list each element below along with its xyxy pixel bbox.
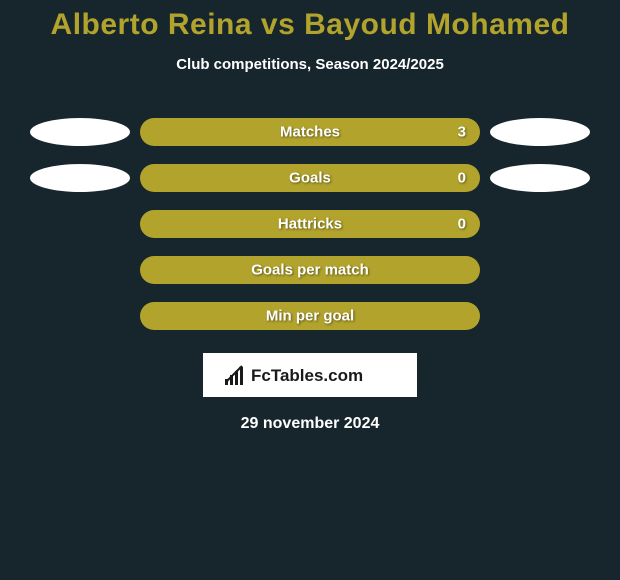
avatar-placeholder (30, 164, 130, 192)
stat-row: Min per goal (0, 293, 620, 339)
stat-row: Goals 0 (0, 155, 620, 201)
bar-wrap: Hattricks 0 (140, 208, 480, 240)
stat-value: 0 (458, 170, 466, 187)
logo-text: FcTables.com (251, 366, 363, 385)
stat-row: Hattricks 0 (0, 201, 620, 247)
stat-value: 0 (458, 216, 466, 233)
stat-label: Min per goal (266, 308, 354, 325)
left-ellipse-slot (30, 164, 130, 192)
page-title: Alberto Reina vs Bayoud Mohamed (0, 8, 620, 42)
chart-area: Matches 3 Goals 0 Hattricks 0 Goals per match M… (0, 109, 620, 339)
avatar-placeholder (490, 164, 590, 192)
bar-wrap: Goals per match (140, 254, 480, 286)
fctables-logo-icon: FcTables.com (225, 363, 395, 387)
stat-row: Goals per match (0, 247, 620, 293)
container: Alberto Reina vs Bayoud Mohamed Club com… (0, 0, 620, 580)
stat-label: Hattricks (278, 216, 342, 233)
right-ellipse-slot (490, 164, 590, 192)
date-line: 29 november 2024 (0, 415, 620, 433)
left-ellipse-slot (30, 118, 130, 146)
stat-label: Goals per match (251, 262, 369, 279)
avatar-placeholder (490, 118, 590, 146)
logo-box: FcTables.com (203, 353, 417, 397)
bar-wrap: Goals 0 (140, 162, 480, 194)
subtitle: Club competitions, Season 2024/2025 (0, 56, 620, 73)
stat-row: Matches 3 (0, 109, 620, 155)
stat-label: Matches (280, 124, 340, 141)
right-ellipse-slot (490, 118, 590, 146)
stat-label: Goals (289, 170, 331, 187)
avatar-placeholder (30, 118, 130, 146)
bar-wrap: Matches 3 (140, 116, 480, 148)
bar-wrap: Min per goal (140, 300, 480, 332)
stat-value: 3 (458, 124, 466, 141)
